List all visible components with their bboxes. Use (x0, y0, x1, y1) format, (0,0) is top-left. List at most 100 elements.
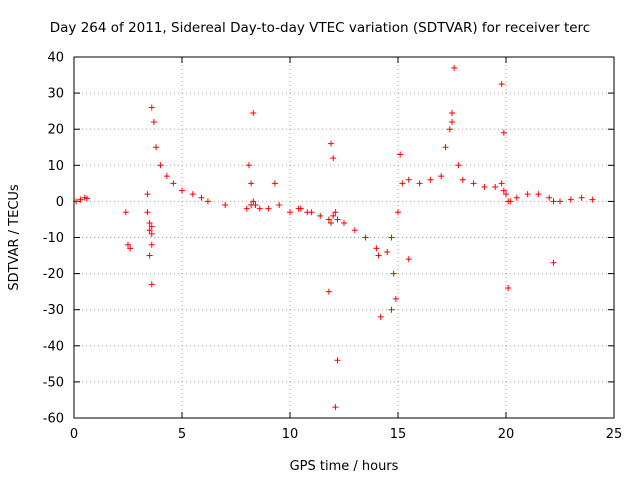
x-tick-label: 20 (498, 427, 515, 442)
data-point (459, 176, 466, 183)
data-point (179, 187, 185, 194)
data-point (405, 176, 412, 183)
y-tick-label: 40 (47, 51, 64, 66)
data-point (550, 259, 557, 266)
chart-title: Day 264 of 2011, Sidereal Day-to-day VTE… (49, 20, 591, 36)
data-point (330, 212, 337, 219)
data-point (157, 162, 164, 169)
data-point (341, 220, 347, 227)
data-point (245, 162, 252, 169)
data-point (148, 281, 155, 288)
data-point (127, 245, 134, 252)
data-point (481, 183, 488, 190)
data-point (222, 202, 229, 209)
y-tick-label: -20 (43, 267, 64, 282)
data-point (492, 183, 499, 190)
x-tick-label: 10 (282, 427, 299, 442)
x-tick-label: 0 (70, 427, 78, 442)
data-point (144, 191, 151, 198)
x-tick-label: 15 (390, 427, 407, 442)
data-point (449, 118, 455, 125)
y-tick-label: -10 (43, 231, 64, 246)
data-point (405, 256, 412, 263)
data-point (148, 104, 155, 111)
data-point (243, 205, 250, 212)
data-point (500, 129, 507, 136)
data-point (189, 191, 196, 198)
data-point (399, 180, 406, 187)
data-point (125, 241, 131, 248)
data-point (150, 118, 157, 125)
data-point (589, 196, 596, 203)
y-tick-label: -60 (43, 412, 64, 427)
data-point (550, 198, 557, 205)
y-tick-label: -30 (43, 303, 64, 318)
data-point (507, 198, 514, 205)
data-point (498, 180, 505, 187)
data-point (250, 109, 257, 116)
data-point (503, 191, 509, 198)
ticks: 0 5 10 15 20 25 -60 -50 -40 -30 -20 -10 0 10 20 30 40 (43, 51, 623, 443)
data-point (271, 180, 278, 187)
data-point (325, 288, 332, 295)
data-point (330, 155, 337, 162)
data-point (148, 230, 155, 237)
data-point (334, 216, 341, 223)
data-series (73, 64, 596, 411)
data-point (470, 180, 477, 187)
data-point (505, 285, 512, 292)
x-axis-label: GPS time / hours (290, 459, 399, 474)
data-point (390, 270, 397, 277)
data-point (513, 194, 520, 201)
data-point (325, 216, 332, 223)
data-point (295, 205, 302, 212)
data-point (163, 173, 170, 180)
data-point (449, 109, 455, 116)
data-point (498, 81, 505, 88)
data-point (248, 180, 255, 187)
data-point (416, 180, 423, 187)
y-tick-label: -40 (43, 339, 64, 354)
data-point (328, 220, 335, 227)
y-tick-label: 10 (47, 159, 64, 174)
data-point (395, 209, 401, 216)
data-point (83, 195, 90, 202)
data-point (388, 306, 395, 313)
data-point (578, 194, 585, 201)
data-point (375, 252, 382, 259)
data-point (148, 241, 155, 248)
data-point (351, 227, 358, 234)
data-point (332, 404, 339, 411)
data-point (334, 357, 341, 364)
data-point (524, 191, 531, 198)
plot-frame (73, 56, 615, 419)
data-point (148, 223, 155, 230)
data-point (146, 220, 153, 227)
data-point (567, 196, 574, 203)
data-point (388, 234, 395, 241)
grid (74, 57, 614, 418)
data-point (308, 209, 315, 216)
data-point (144, 209, 151, 216)
data-point (204, 198, 211, 205)
data-point (397, 151, 404, 158)
data-point (146, 252, 153, 259)
data-point (546, 194, 553, 201)
data-point (153, 144, 160, 151)
data-point (455, 162, 462, 169)
data-point (384, 248, 391, 255)
data-point (377, 313, 384, 320)
data-point (373, 245, 380, 252)
data-point (265, 205, 272, 212)
data-point (427, 176, 434, 183)
y-tick-label: 20 (47, 123, 64, 138)
data-point (451, 64, 458, 71)
data-point (256, 205, 263, 212)
x-tick-label: 5 (178, 427, 186, 442)
data-point (332, 209, 339, 216)
data-point (250, 198, 257, 205)
data-point (557, 198, 563, 205)
data-point (146, 227, 153, 234)
data-point (446, 126, 453, 133)
y-tick-label: 30 (47, 87, 64, 102)
